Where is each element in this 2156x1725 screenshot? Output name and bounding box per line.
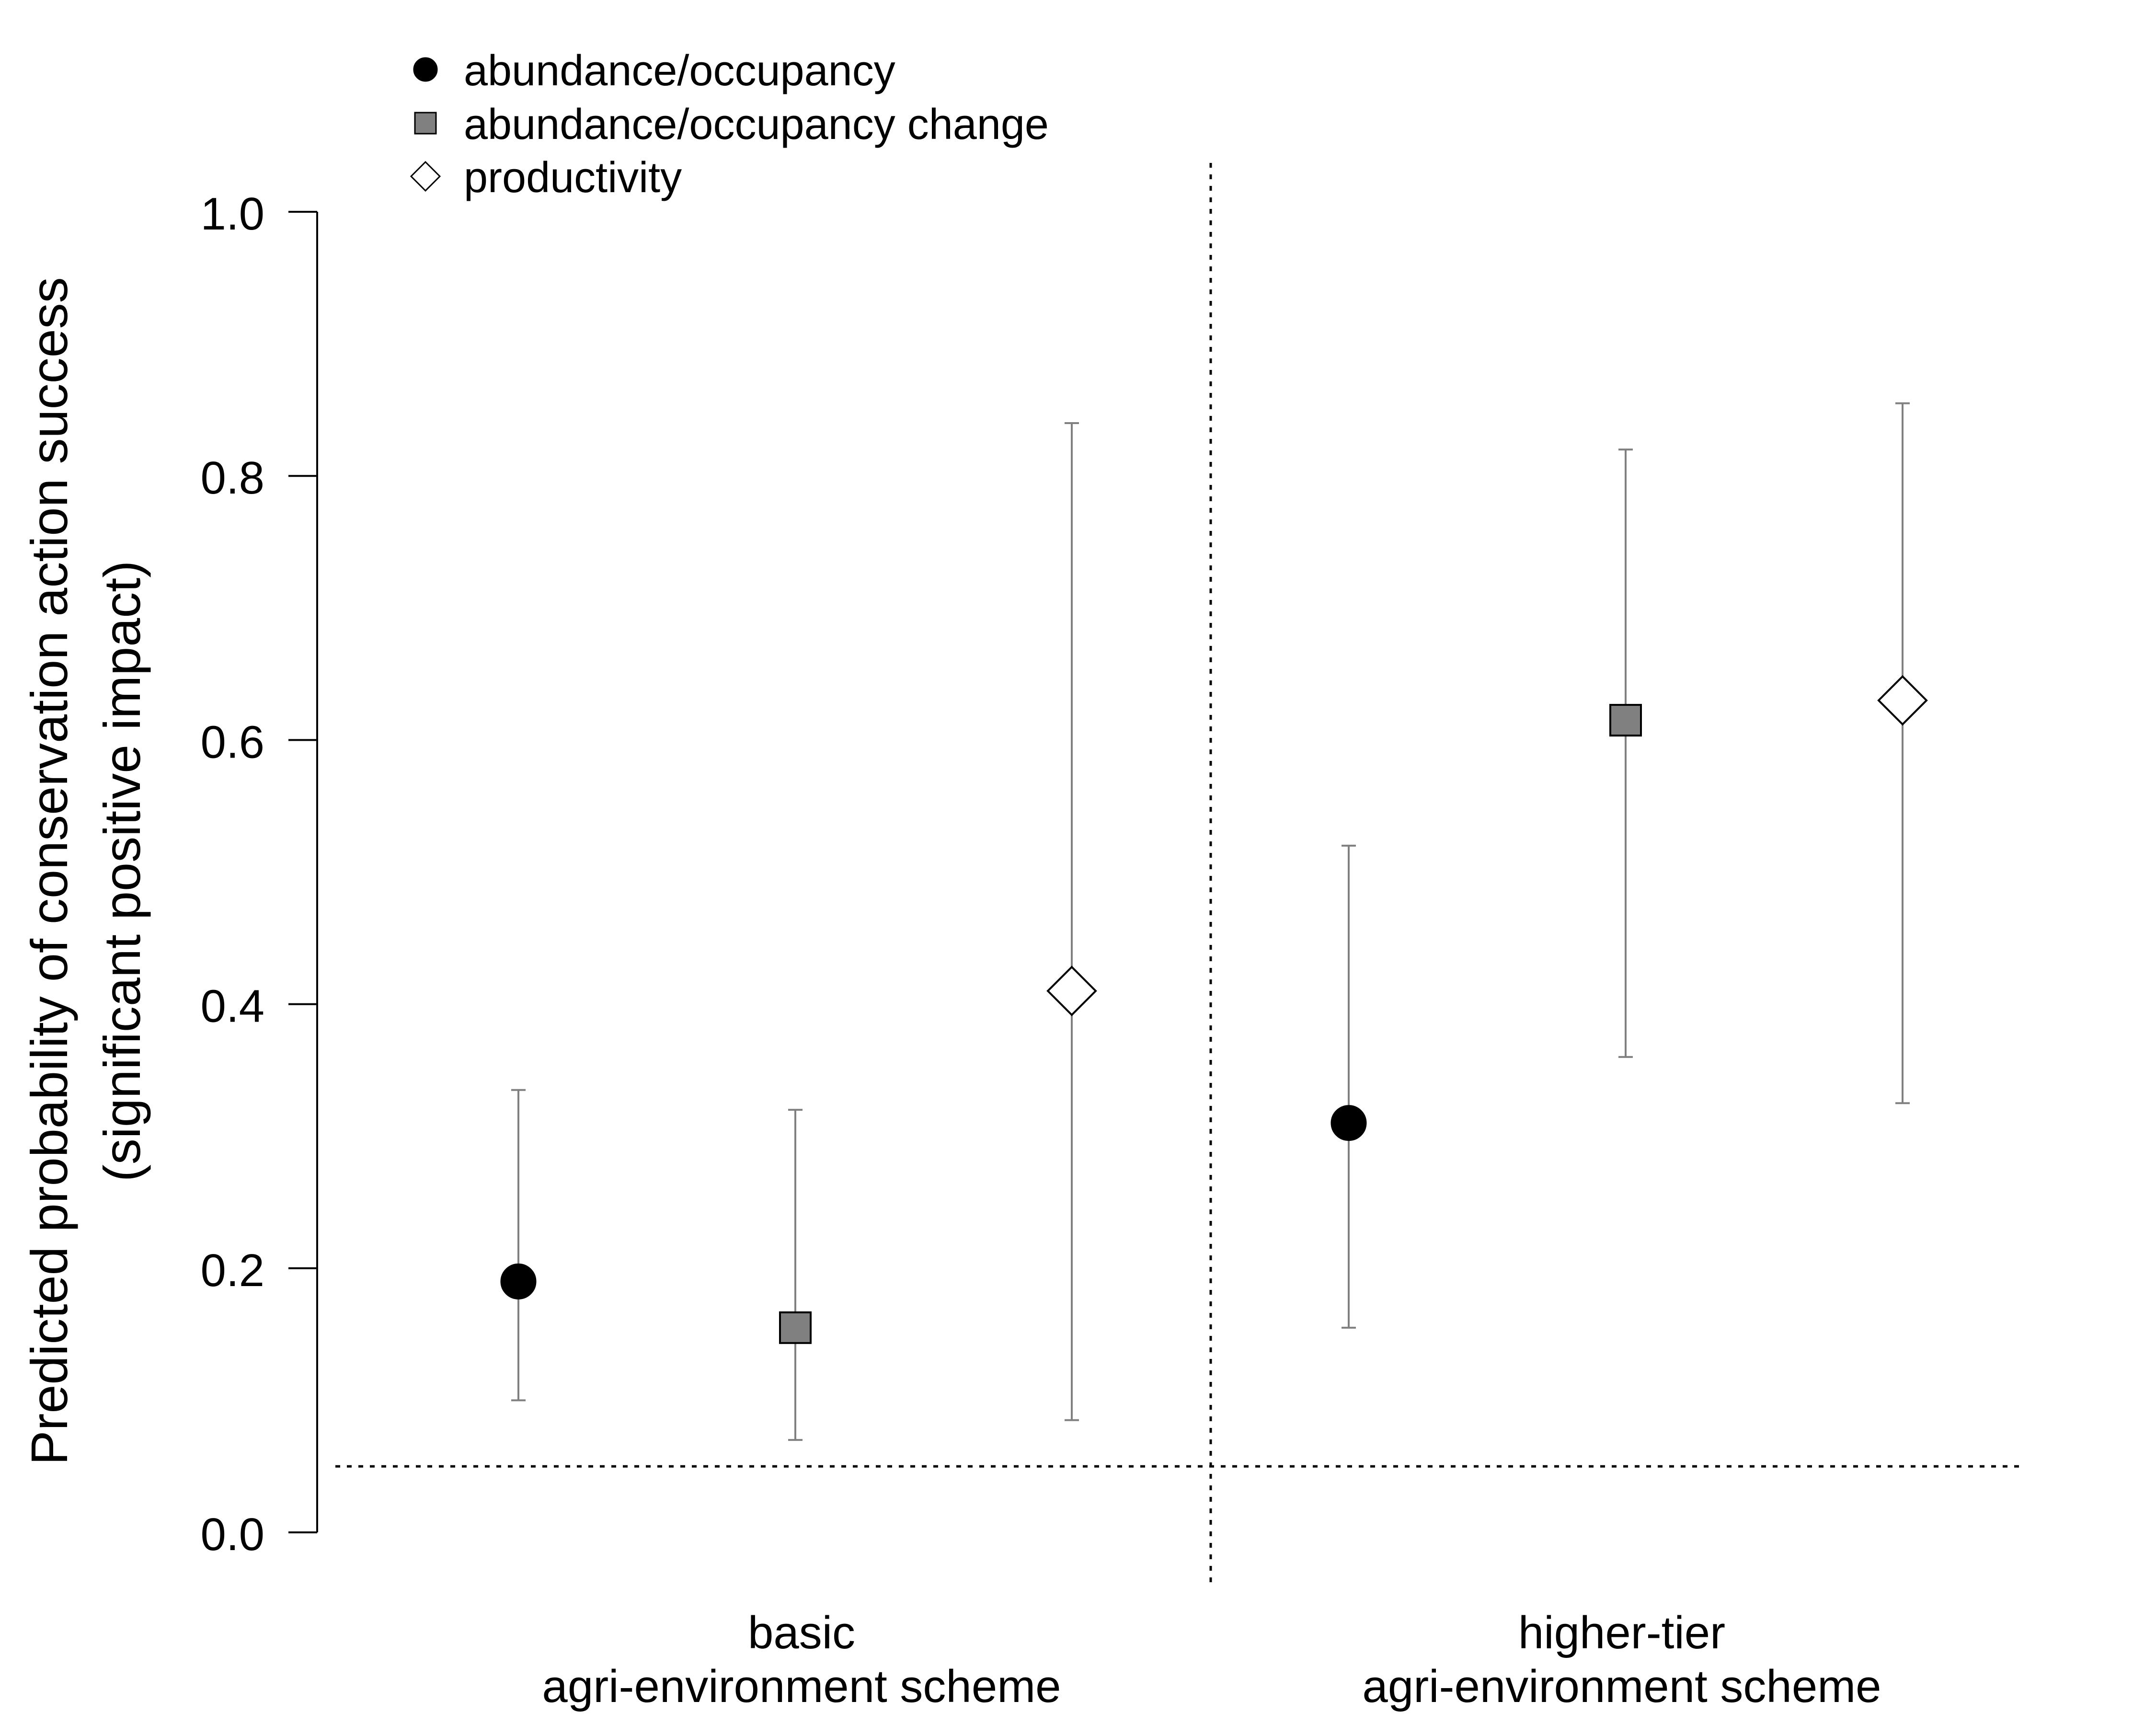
error-bars — [511, 402, 1910, 1441]
x-group-label-0-line1: basic — [748, 1607, 855, 1658]
data-points — [500, 675, 1928, 1344]
point-circle-basic — [500, 1263, 537, 1300]
y-tick-label-4: 0.8 — [201, 452, 264, 504]
point-diamond-higher-tier — [1877, 675, 1928, 726]
x-group-label-1-line2: agri-environment scheme — [1362, 1661, 1881, 1712]
y-tick-label-3: 0.6 — [201, 716, 264, 768]
y-axis-label-line2: (significant positive impact) — [93, 561, 151, 1182]
legend-diamond-icon — [410, 161, 441, 192]
legend-circle-icon — [413, 57, 438, 82]
legend: abundance/occupancy abundance/occupancy c… — [410, 47, 1049, 202]
y-tick-label-5: 1.0 — [201, 188, 264, 240]
legend-label-diamond: productivity — [464, 154, 682, 202]
x-group-label-1-line1: higher-tier — [1518, 1607, 1725, 1658]
point-diamond-basic — [1046, 966, 1097, 1016]
separators — [335, 163, 2021, 1586]
y-axis-label: Predicted probability of conservation ac… — [20, 277, 78, 1465]
legend-label-circle: abundance/occupancy — [464, 47, 895, 95]
legend-square-icon — [414, 112, 437, 135]
y-tick-label-1: 0.2 — [201, 1245, 264, 1296]
point-square-higher-tier — [1609, 704, 1642, 737]
y-tick-label-2: 0.4 — [201, 981, 264, 1032]
legend-label-square: abundance/occupancy change — [464, 101, 1049, 149]
point-square-basic — [779, 1311, 812, 1344]
y-tick-label-0: 0.0 — [201, 1509, 264, 1560]
point-circle-higher-tier — [1330, 1105, 1367, 1141]
y-axis: 0.0 0.2 0.4 0.6 0.8 1.0 — [201, 188, 318, 1560]
x-group-label-0-line2: agri-environment scheme — [542, 1661, 1061, 1712]
